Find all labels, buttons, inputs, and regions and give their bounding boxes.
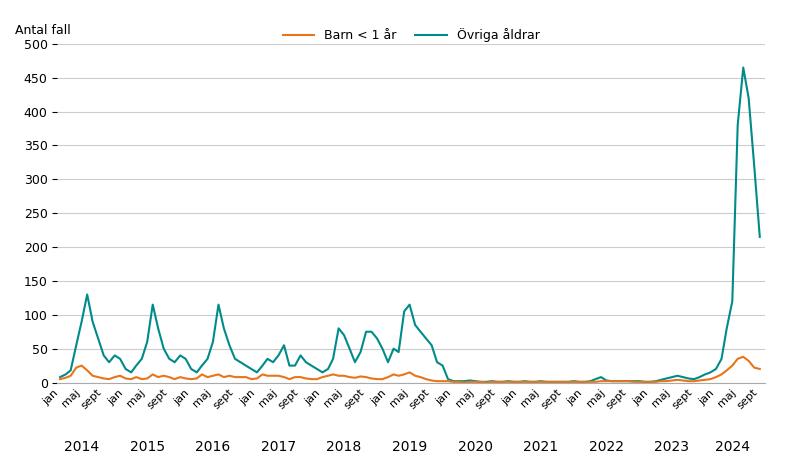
Line: Övriga åldrar: Övriga åldrar xyxy=(60,67,760,382)
Y-axis label: Antal fall: Antal fall xyxy=(15,24,71,37)
Legend: Barn < 1 år, Övriga åldrar: Barn < 1 år, Övriga åldrar xyxy=(278,23,545,47)
Line: Barn < 1 år: Barn < 1 år xyxy=(60,357,760,382)
